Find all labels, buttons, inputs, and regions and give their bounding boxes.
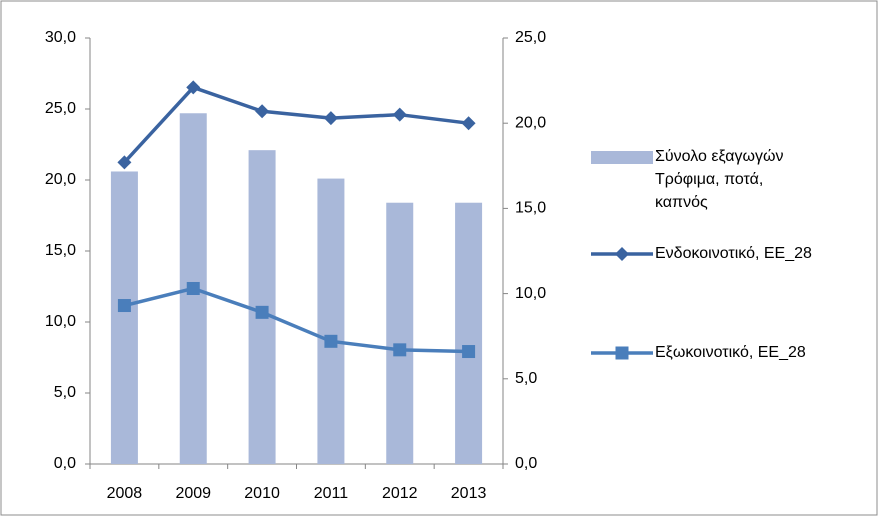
y2-tick-label: 25,0 <box>515 29 546 46</box>
y-tick-label: 10,0 <box>45 313 76 330</box>
line-marker <box>255 104 270 119</box>
bar <box>455 202 483 464</box>
x-tick-label: 2010 <box>244 485 280 502</box>
legend-label: Ενδοκοινοτικό, ΕΕ_28 <box>655 245 812 262</box>
line-marker <box>462 345 476 359</box>
y-tick-label: 0,0 <box>54 455 76 472</box>
y2-tick-label: 10,0 <box>515 285 546 302</box>
line-marker <box>461 116 476 131</box>
line-marker <box>186 281 200 295</box>
y-tick-label: 20,0 <box>45 171 76 188</box>
y-tick-label: 15,0 <box>45 242 76 259</box>
line-marker <box>324 334 338 348</box>
bar <box>110 171 138 465</box>
line-marker <box>392 107 407 122</box>
x-tick-label: 2012 <box>382 485 418 502</box>
legend-marker <box>615 346 629 360</box>
line <box>123 85 469 164</box>
y-tick-label: 30,0 <box>45 29 76 46</box>
line-marker <box>186 80 201 95</box>
bar <box>317 178 345 464</box>
y-tick-label: 5,0 <box>54 384 76 401</box>
x-tick-label: 2013 <box>451 485 487 502</box>
line-marker <box>117 155 132 170</box>
bar <box>386 202 414 464</box>
line <box>123 286 469 354</box>
line-marker <box>255 305 269 319</box>
y-tick-label: 25,0 <box>45 100 76 117</box>
line-marker <box>393 343 407 357</box>
line-marker <box>323 111 338 126</box>
x-tick-label: 2008 <box>107 485 143 502</box>
x-tick-label: 2011 <box>314 485 349 502</box>
legend-marker <box>615 247 629 261</box>
y2-tick-label: 0,0 <box>515 455 537 472</box>
y2-tick-label: 15,0 <box>515 200 546 217</box>
y2-tick-label: 5,0 <box>515 370 537 387</box>
legend-label: Εξωκοινοτικό, ΕΕ_28 <box>655 344 806 361</box>
legend-swatch <box>591 151 653 164</box>
legend-label: Σύνολο εξαγωγών Τρόφιμα, ποτά, καπνός <box>655 148 784 211</box>
x-tick-label: 2009 <box>175 485 211 502</box>
y2-tick-label: 20,0 <box>515 114 546 131</box>
line-marker <box>117 299 131 313</box>
